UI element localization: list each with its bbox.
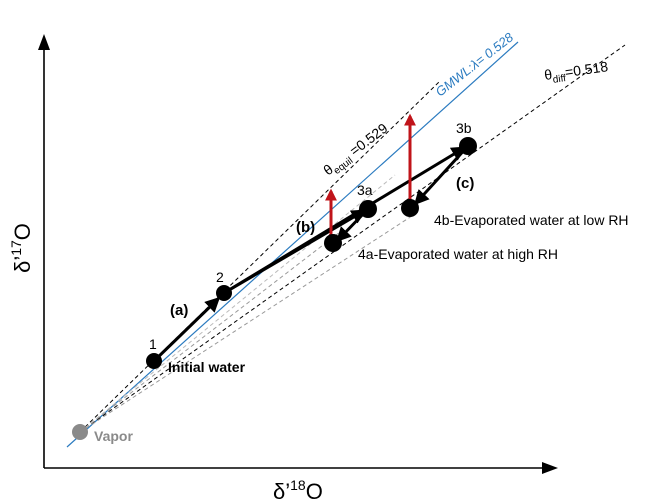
evap-low-rh-label: 4b-Evaporated water at low RH (434, 212, 629, 228)
point-1 (146, 353, 162, 369)
grey-dashed-line-high-rh (80, 232, 340, 432)
point-4b (401, 199, 419, 217)
point-1-label: 1 (149, 336, 157, 352)
gmwl-label: GMWL:λ= 0.528 (433, 29, 517, 99)
point-3a (359, 200, 377, 218)
point-vapor-label: Vapor (94, 428, 133, 444)
theta-equil-label: θequil =0.529 (320, 120, 393, 182)
grey-dashed-line-low-rh (80, 212, 418, 432)
gmwl-line (67, 42, 518, 447)
grey-dashed-line-vapor-3b (80, 175, 395, 432)
step-b-label: (b) (296, 219, 315, 236)
point-2 (216, 285, 232, 301)
initial-water-label: Initial water (168, 359, 246, 375)
point-2-label: 2 (216, 269, 224, 285)
x-axis-label: δ’18O (273, 477, 323, 504)
step-a-label: (a) (170, 302, 188, 319)
theta-diff-label: θdiff=0.518 (543, 58, 610, 87)
point-vapor (72, 424, 88, 440)
point-3b (459, 137, 477, 155)
theta-diff-line (80, 45, 625, 432)
point-3b-label: 3b (456, 120, 472, 136)
evap-high-rh-label: 4a-Evaporated water at high RH (358, 246, 558, 262)
y-axis-label: δ’17O (8, 223, 35, 273)
step-c-label: (c) (456, 175, 474, 192)
point-3a-label: 3a (357, 182, 373, 198)
point-4a (324, 234, 342, 252)
x-axis-arrowhead (542, 462, 558, 474)
y-axis-arrowhead (38, 34, 50, 50)
